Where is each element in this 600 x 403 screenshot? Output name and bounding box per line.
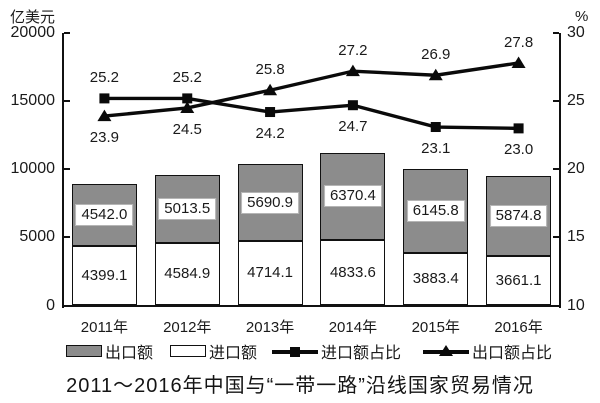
- triangle-marker-icon: [439, 345, 453, 356]
- left-axis-tick-label: 0: [46, 296, 55, 314]
- import-bar-swatch: [170, 345, 206, 357]
- right-axis-tick-label: 20: [567, 160, 585, 178]
- import-share-line-swatch: [272, 344, 318, 358]
- x-axis-category-label: 2012年: [163, 319, 212, 336]
- left-axis-tick: [63, 168, 70, 171]
- left-axis-line: [61, 33, 64, 308]
- point-value-label-import-share: 23.0: [503, 141, 534, 159]
- point-value-label-import-share: 24.2: [255, 125, 285, 143]
- right-axis-unit-label: %: [575, 8, 589, 25]
- bar-value-label-export: 5690.9: [241, 191, 300, 214]
- point-value-label-export-share: 26.9: [421, 46, 451, 64]
- point-value-label-import-share: 25.2: [172, 69, 202, 87]
- left-axis-tick: [63, 100, 70, 103]
- x-axis-category-label: 2013年: [245, 319, 295, 336]
- square-marker: [182, 93, 193, 104]
- square-marker-icon: [290, 347, 300, 357]
- bar-value-label-import: 4584.9: [159, 264, 216, 285]
- right-axis-tick: [553, 168, 559, 171]
- right-axis-tick-label: 30: [567, 24, 585, 41]
- point-value-label-export-share: 23.9: [89, 129, 120, 147]
- legend-item-3: 进口额占比: [272, 343, 401, 362]
- square-marker: [99, 93, 110, 104]
- triangle-marker: [511, 56, 526, 68]
- square-marker: [513, 123, 524, 134]
- line-import-share: [104, 96, 519, 131]
- triangle-marker: [428, 68, 443, 81]
- bottom-axis-line: [61, 305, 561, 307]
- right-axis-tick-label: 10: [567, 296, 585, 314]
- bar-value-label-import: 4714.1: [242, 263, 299, 284]
- legend-label: 进口额占比: [321, 345, 402, 362]
- bar-value-label-export: 5013.5: [158, 197, 217, 220]
- x-axis-category-label: 2015年: [411, 319, 460, 336]
- left-axis-tick-label: 15000: [10, 92, 56, 110]
- export-share-line-swatch: [423, 344, 469, 358]
- left-axis-tick: [63, 236, 70, 239]
- square-marker: [430, 122, 441, 133]
- right-axis-tick: [553, 32, 559, 34]
- point-value-label-export-share: 24.5: [172, 120, 202, 138]
- chart-title: 2011～2016年中国与“一带一路”沿线国家贸易情况: [66, 375, 534, 397]
- bar-value-label-export: 4542.0: [75, 203, 134, 226]
- left-axis-tick-label: 20000: [10, 24, 56, 41]
- bar-value-label-export: 6370.4: [323, 185, 382, 208]
- legend-item-2: 进口额: [170, 343, 257, 362]
- point-value-label-export-share: 27.8: [503, 33, 534, 51]
- legend-label: 进口额: [209, 345, 258, 362]
- point-value-label-export-share: 25.8: [255, 61, 285, 79]
- triangle-marker: [345, 64, 360, 77]
- bar-value-label-import: 4399.1: [76, 265, 133, 286]
- square-marker: [265, 107, 276, 118]
- left-axis-tick-label: 10000: [10, 160, 56, 178]
- right-axis-line: [559, 33, 561, 308]
- bar-value-label-export: 5874.8: [489, 204, 548, 227]
- right-axis-tick: [553, 100, 559, 103]
- left-axis-tick: [63, 32, 70, 34]
- bar-value-label-import: 4833.6: [324, 262, 381, 283]
- legend-item-1: 出口额: [66, 343, 153, 362]
- x-axis-category-label: 2011年: [80, 319, 129, 336]
- line-export-share: [104, 61, 519, 118]
- triangle-marker: [180, 101, 195, 113]
- point-value-label-import-share: 25.2: [89, 69, 120, 87]
- legend-label: 出口额: [105, 345, 154, 362]
- point-value-label-import-share: 23.1: [421, 140, 451, 157]
- left-axis-tick-label: 5000: [19, 228, 55, 246]
- right-axis-tick: [553, 236, 559, 239]
- bar-value-label-import: 3883.4: [407, 269, 464, 290]
- triangle-marker: [97, 109, 112, 122]
- bar-value-label-import: 3661.1: [490, 270, 547, 291]
- bar-value-label-export: 6145.8: [406, 199, 465, 222]
- export-bar-swatch: [66, 345, 102, 357]
- square-marker: [347, 100, 358, 111]
- point-value-label-import-share: 24.7: [338, 118, 368, 136]
- right-axis-tick-label: 25: [567, 92, 585, 110]
- triangle-marker: [263, 83, 278, 96]
- point-value-label-export-share: 27.2: [338, 42, 368, 60]
- legend-item-4: 出口额占比: [423, 343, 552, 362]
- right-axis-tick-label: 15: [567, 228, 585, 246]
- x-axis-category-label: 2016年: [494, 319, 543, 336]
- left-axis-unit-label: 亿美元: [10, 9, 56, 26]
- x-axis-category-label: 2014年: [328, 319, 378, 336]
- legend-label: 出口额占比: [472, 345, 553, 362]
